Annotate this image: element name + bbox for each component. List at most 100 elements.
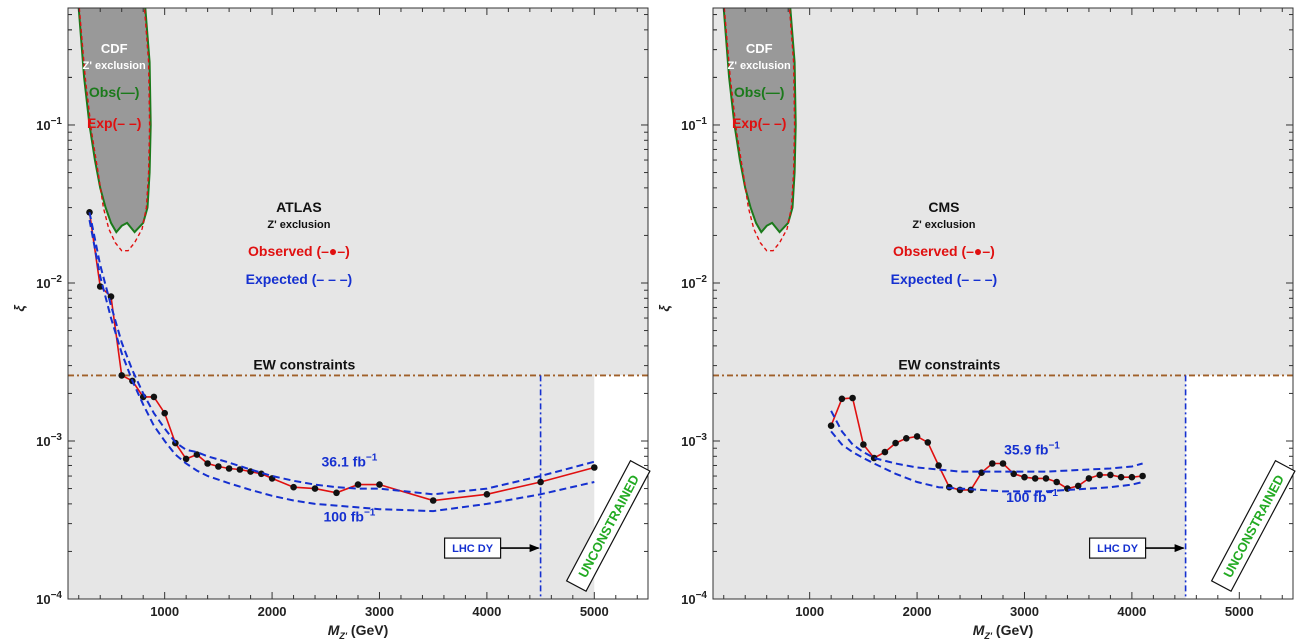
cdf-title: CDF — [746, 41, 773, 56]
observed-point-22 — [376, 481, 383, 488]
unconstrained-box — [565, 459, 651, 592]
observed-point-7 — [903, 435, 910, 442]
observed-point-6 — [892, 439, 899, 447]
unconstrained-box — [1210, 459, 1296, 592]
y-axis-label: ξ — [11, 305, 27, 312]
ew-constraint-label: EW constraints — [253, 356, 355, 372]
cdf-exclusion-fill — [723, 8, 796, 233]
x-tick-label: 5000 — [580, 604, 609, 619]
cdf-exclusion-fill — [78, 8, 151, 233]
x-tick-label: 2000 — [258, 604, 287, 619]
observed-point-25 — [537, 478, 544, 486]
observed-point-24 — [1085, 475, 1093, 482]
y-axis-ticks: 10−4 10−3 10−2 10−1 — [681, 14, 1293, 607]
x-tick-label: 2000 — [903, 604, 932, 619]
observed-point-25 — [1096, 471, 1103, 479]
expected-legend: Expected (– – –) — [246, 271, 353, 287]
lhc-dy-label: LHC DY — [452, 543, 494, 555]
observed-point-29 — [1139, 472, 1146, 480]
observed-point-21 — [354, 481, 362, 488]
plot-area — [713, 8, 1293, 599]
expected-legend: Expected (– – –) — [891, 271, 998, 287]
expected-line-2 — [830, 430, 1143, 493]
excluded-region — [713, 8, 1293, 599]
x-tick-label: 4000 — [472, 604, 501, 619]
observed-point-15 — [989, 460, 996, 467]
observed-point-26 — [591, 464, 598, 471]
observed-point-22 — [1064, 485, 1071, 492]
experiment-exclusion-label: Z' exclusion — [912, 219, 975, 231]
y-axis-label: ξ — [656, 305, 672, 312]
observed-point-20 — [1042, 475, 1050, 482]
cdf-observed-line — [77, 8, 152, 234]
observed-point-19 — [1031, 475, 1039, 482]
observed-point-12 — [956, 486, 964, 494]
observed-point-12 — [215, 463, 222, 470]
observed-point-7 — [161, 409, 168, 417]
y-tick-label: 10−3 — [36, 432, 62, 449]
observed-point-28 — [1128, 473, 1136, 481]
observed-point-14 — [236, 466, 244, 473]
lumi-high-label: 35.9 fb−1 — [1004, 441, 1060, 458]
observed-point-1 — [838, 395, 846, 403]
excluded-region — [68, 8, 648, 599]
y-tick-label: 10−1 — [681, 116, 707, 133]
atlas-panel: 1000 2000 3000 4000 5000 10−4 10−3 10−2 10−1 MZ' … — [11, 7, 651, 641]
cdf-subtitle: Z' exclusion — [83, 60, 146, 72]
x-axis-ticks: 1000 2000 3000 4000 5000 — [78, 8, 638, 619]
x-tick-label: 1000 — [150, 604, 179, 619]
cms-panel: 1000 2000 3000 4000 5000 10−4 10−3 10−2 10−1 MZ' … — [656, 7, 1296, 641]
experiment-label: CMS — [928, 199, 959, 215]
x-tick-label: 3000 — [365, 604, 394, 619]
cdf-exp-label: Exp(– –) — [87, 115, 141, 131]
cdf-title: CDF — [101, 41, 128, 56]
x-tick-label: 1000 — [795, 604, 824, 619]
observed-point-6 — [150, 393, 158, 401]
y-tick-label: 10−2 — [36, 274, 62, 291]
y-tick-label: 10−2 — [681, 274, 707, 291]
observed-point-10 — [935, 462, 942, 469]
experiment-exclusion-label: Z' exclusion — [267, 219, 330, 231]
y-tick-label: 10−4 — [681, 590, 707, 607]
cdf-observed-line — [722, 8, 797, 234]
observed-legend: Observed (–●–) — [248, 243, 350, 259]
experiment-label: ATLAS — [276, 199, 322, 215]
observed-point-8 — [913, 433, 921, 440]
observed-point-24 — [483, 491, 491, 498]
observed-point-21 — [1053, 478, 1060, 486]
cdf-exp-label: Exp(– –) — [732, 115, 786, 131]
cdf-obs-label: Obs(—) — [89, 84, 140, 100]
ew-constraint-label: EW constraints — [898, 356, 1000, 372]
observed-legend: Observed (–●–) — [893, 243, 995, 259]
lumi-high-label: 36.1 fb−1 — [322, 452, 378, 469]
observed-point-16 — [999, 460, 1007, 467]
x-axis-ticks: 1000 2000 3000 4000 5000 — [723, 8, 1283, 619]
y-tick-label: 10−4 — [36, 590, 62, 607]
observed-point-19 — [311, 485, 319, 492]
y-axis-ticks: 10−4 10−3 10−2 10−1 — [36, 14, 648, 607]
observed-point-23 — [1074, 482, 1082, 490]
observed-point-13 — [225, 465, 233, 472]
observed-point-1 — [96, 283, 104, 290]
x-tick-label: 4000 — [1117, 604, 1146, 619]
observed-point-3 — [118, 372, 125, 379]
observed-point-14 — [978, 469, 985, 477]
observed-point-11 — [204, 460, 211, 467]
expected-line-1 — [88, 212, 595, 496]
observed-point-3 — [860, 441, 867, 448]
observed-point-27 — [1117, 473, 1125, 481]
expected-line-2 — [88, 219, 595, 513]
observed-point-4 — [870, 454, 878, 462]
observed-point-9 — [182, 455, 190, 463]
cdf-obs-label: Obs(—) — [734, 84, 785, 100]
x-axis-label: MZ' (GeV) — [328, 622, 389, 639]
observed-point-18 — [1021, 473, 1028, 481]
x-tick-label: 3000 — [1010, 604, 1039, 619]
x-axis-label: MZ' (GeV) — [973, 622, 1034, 639]
lumi-low-label: 100 fb−1 — [323, 507, 375, 524]
observed-point-23 — [429, 497, 437, 504]
observed-point-16 — [258, 470, 265, 478]
x-tick-label: 5000 — [1225, 604, 1254, 619]
observed-point-9 — [924, 439, 932, 446]
